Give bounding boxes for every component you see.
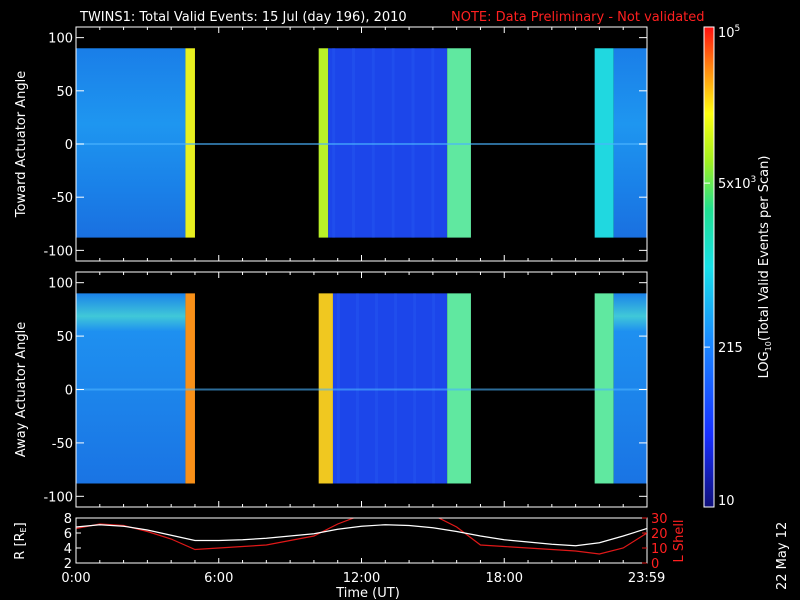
- colorbar-tick-label-base-0: 10: [718, 26, 735, 41]
- orbit-ylabel-left: R [RE]: [13, 522, 28, 559]
- xtick-label-0: 0:00: [61, 571, 90, 586]
- date-stamp: 22 May 12: [775, 522, 790, 590]
- orbit-ytick-left-label-1: 6: [64, 527, 72, 542]
- colorbar-label: LOG10(Total Valid Events per Scan): [757, 156, 773, 379]
- away-streak-3-3: [394, 293, 398, 484]
- orbit-ylabel-left-end: ]: [13, 522, 28, 527]
- orbit-ytick-left-label-3: 2: [64, 557, 72, 572]
- x-axis-label: Time (UT): [335, 586, 400, 600]
- away-segment-6: [613, 293, 647, 484]
- r-line: [76, 524, 647, 547]
- toward-streak-3-5: [431, 48, 435, 238]
- away-ytick-label-0: 100: [48, 277, 73, 292]
- colorbar-gradient: [703, 26, 715, 508]
- away-ytick-label-4: -100: [43, 490, 73, 505]
- colorbar-label-log: LOG: [757, 351, 772, 378]
- away-ytick-label-2: 0: [65, 384, 73, 399]
- lshell-line: [76, 518, 647, 555]
- toward-ytick-label-0: 100: [48, 32, 73, 47]
- toward-segment-2: [318, 48, 329, 238]
- orbit-ytick-right-label-0: 30: [651, 512, 668, 527]
- away-panel: 100 50 0 -50 -100 Away Actuator Angle: [14, 271, 648, 508]
- away-ylabel: Away Actuator Angle: [14, 322, 29, 457]
- toward-ytick-label-4: -100: [43, 244, 73, 259]
- colorbar-tick-label-base-1: 5x10: [718, 177, 751, 192]
- away-ytick-label-3: -50: [52, 437, 73, 452]
- toward-ylabel: Toward Actuator Angle: [14, 71, 29, 218]
- toward-segment-6: [613, 48, 647, 238]
- colorbar-tick-label-exp-0: 5: [735, 24, 741, 34]
- colorbar-tick-label-1: 5x103: [718, 175, 756, 192]
- preliminary-note: NOTE: Data Preliminary - Not validated: [451, 10, 705, 25]
- away-streak-3-4: [413, 293, 417, 484]
- toward-streak-3-3: [391, 48, 395, 238]
- xtick-label-4: 23:59: [628, 571, 665, 586]
- away-segment-2: [318, 293, 333, 484]
- away-streak-3-1: [355, 293, 359, 484]
- toward-streak-3-2: [371, 48, 375, 238]
- toward-panel: 100 50 0 -50 -100 Toward Actuator Angle: [14, 26, 648, 262]
- away-segment-3: [332, 293, 448, 484]
- orbit-ytick-right-label-3: 0: [651, 557, 659, 572]
- orbit-ytick-left-label-2: 4: [64, 542, 72, 557]
- toward-ytick-label-1: 50: [56, 85, 73, 100]
- toward-streak-3-0: [332, 48, 336, 238]
- away-streak-3-0: [336, 293, 340, 484]
- orbit-ytick-left-label-0: 8: [64, 512, 72, 527]
- away-ytick-label-1: 50: [56, 330, 73, 345]
- toward-ytick-label-2: 0: [65, 138, 73, 153]
- orbit-ytick-right-label-1: 20: [651, 527, 668, 542]
- toward-segment-0: [76, 48, 186, 238]
- away-streak-3-5: [432, 293, 436, 484]
- colorbar-tick-label-2: 215: [718, 341, 743, 356]
- xtick-label-3: 18:00: [486, 571, 523, 586]
- xtick-label-2: 12:00: [343, 571, 380, 586]
- orbit-ylabel-right: L Shell: [672, 519, 687, 562]
- orbit-ytick-right-label-2: 10: [651, 542, 668, 557]
- colorbar-label-rest: (Total Valid Events per Scan): [757, 156, 772, 342]
- toward-segment-3: [328, 48, 448, 238]
- away-segment-1: [185, 293, 195, 484]
- colorbar-tick-label-exp-1: 3: [751, 175, 757, 185]
- orbit-frame: [75, 517, 648, 564]
- colorbar-label-sub: 10: [764, 341, 773, 351]
- colorbar-tick-label-base-2: 215: [718, 341, 743, 356]
- colorbar-tick-label-3: 10: [718, 494, 735, 509]
- orbit-ylabel-left-main: R [R: [13, 532, 28, 559]
- away-segment-0: [76, 293, 186, 484]
- colorbar-tick-label-0: 105: [718, 24, 740, 41]
- away-segment-5: [594, 293, 614, 484]
- toward-segment-5: [594, 48, 614, 238]
- away-segment-4: [447, 293, 471, 484]
- orbit-ylabel-left-sub: E: [19, 527, 28, 532]
- toward-segment-1: [185, 48, 195, 238]
- xtick-label-1: 6:00: [204, 571, 233, 586]
- time-axis: 0:00 6:00 12:00 18:00 23:59: [61, 571, 665, 586]
- toward-segment-4: [447, 48, 471, 238]
- away-streak-3-2: [375, 293, 379, 484]
- chart-title: TWINS1: Total Valid Events: 15 Jul (day …: [79, 10, 407, 25]
- toward-ytick-label-3: -50: [52, 191, 73, 206]
- toward-streak-3-1: [352, 48, 356, 238]
- toward-streak-3-4: [411, 48, 415, 238]
- colorbar-tick-label-base-3: 10: [718, 494, 735, 509]
